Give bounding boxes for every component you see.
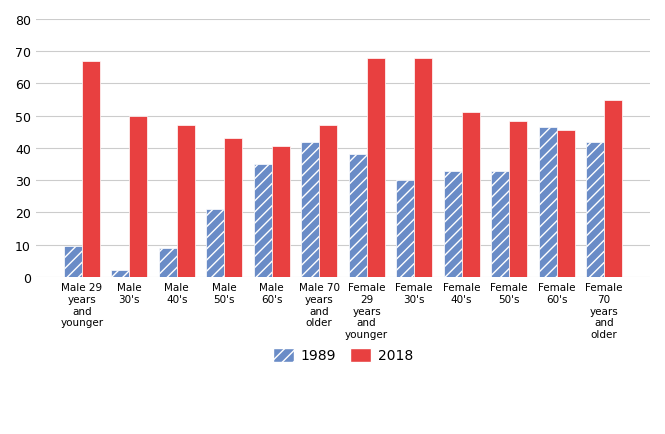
Bar	[557, 131, 575, 277]
Bar	[111, 271, 129, 277]
Bar	[253, 164, 272, 277]
Bar	[444, 171, 462, 277]
Bar	[224, 139, 242, 277]
Bar	[586, 142, 604, 277]
Bar	[129, 116, 148, 277]
Bar	[319, 126, 337, 277]
Bar	[177, 126, 195, 277]
Bar	[159, 248, 177, 277]
Bar	[491, 171, 509, 277]
Bar	[509, 121, 527, 277]
Legend: 1989, 2018: 1989, 2018	[267, 342, 418, 368]
Bar	[366, 59, 385, 277]
Bar	[348, 155, 366, 277]
Bar	[604, 100, 622, 277]
Bar	[462, 113, 479, 277]
Bar	[414, 59, 432, 277]
Bar	[301, 142, 319, 277]
Bar	[272, 147, 290, 277]
Bar	[539, 128, 557, 277]
Bar	[206, 210, 224, 277]
Bar	[396, 181, 414, 277]
Bar	[64, 247, 82, 277]
Bar	[82, 62, 100, 277]
